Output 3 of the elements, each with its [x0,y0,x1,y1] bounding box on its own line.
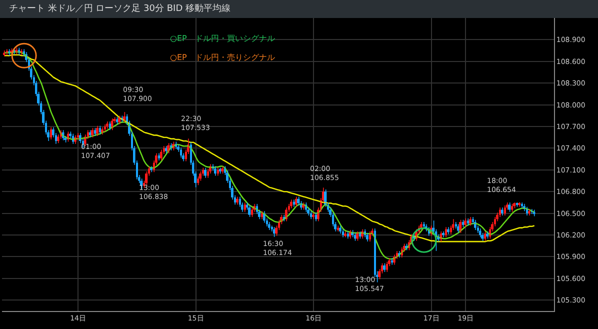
chart-title: チャート 米ドル／円 ローソク足 30分 BID 移動平均線 [8,3,230,14]
text: ○EP ドル円・売りシグナル [170,53,275,62]
text: ○EP ドル円・買いシグナル [170,34,275,43]
